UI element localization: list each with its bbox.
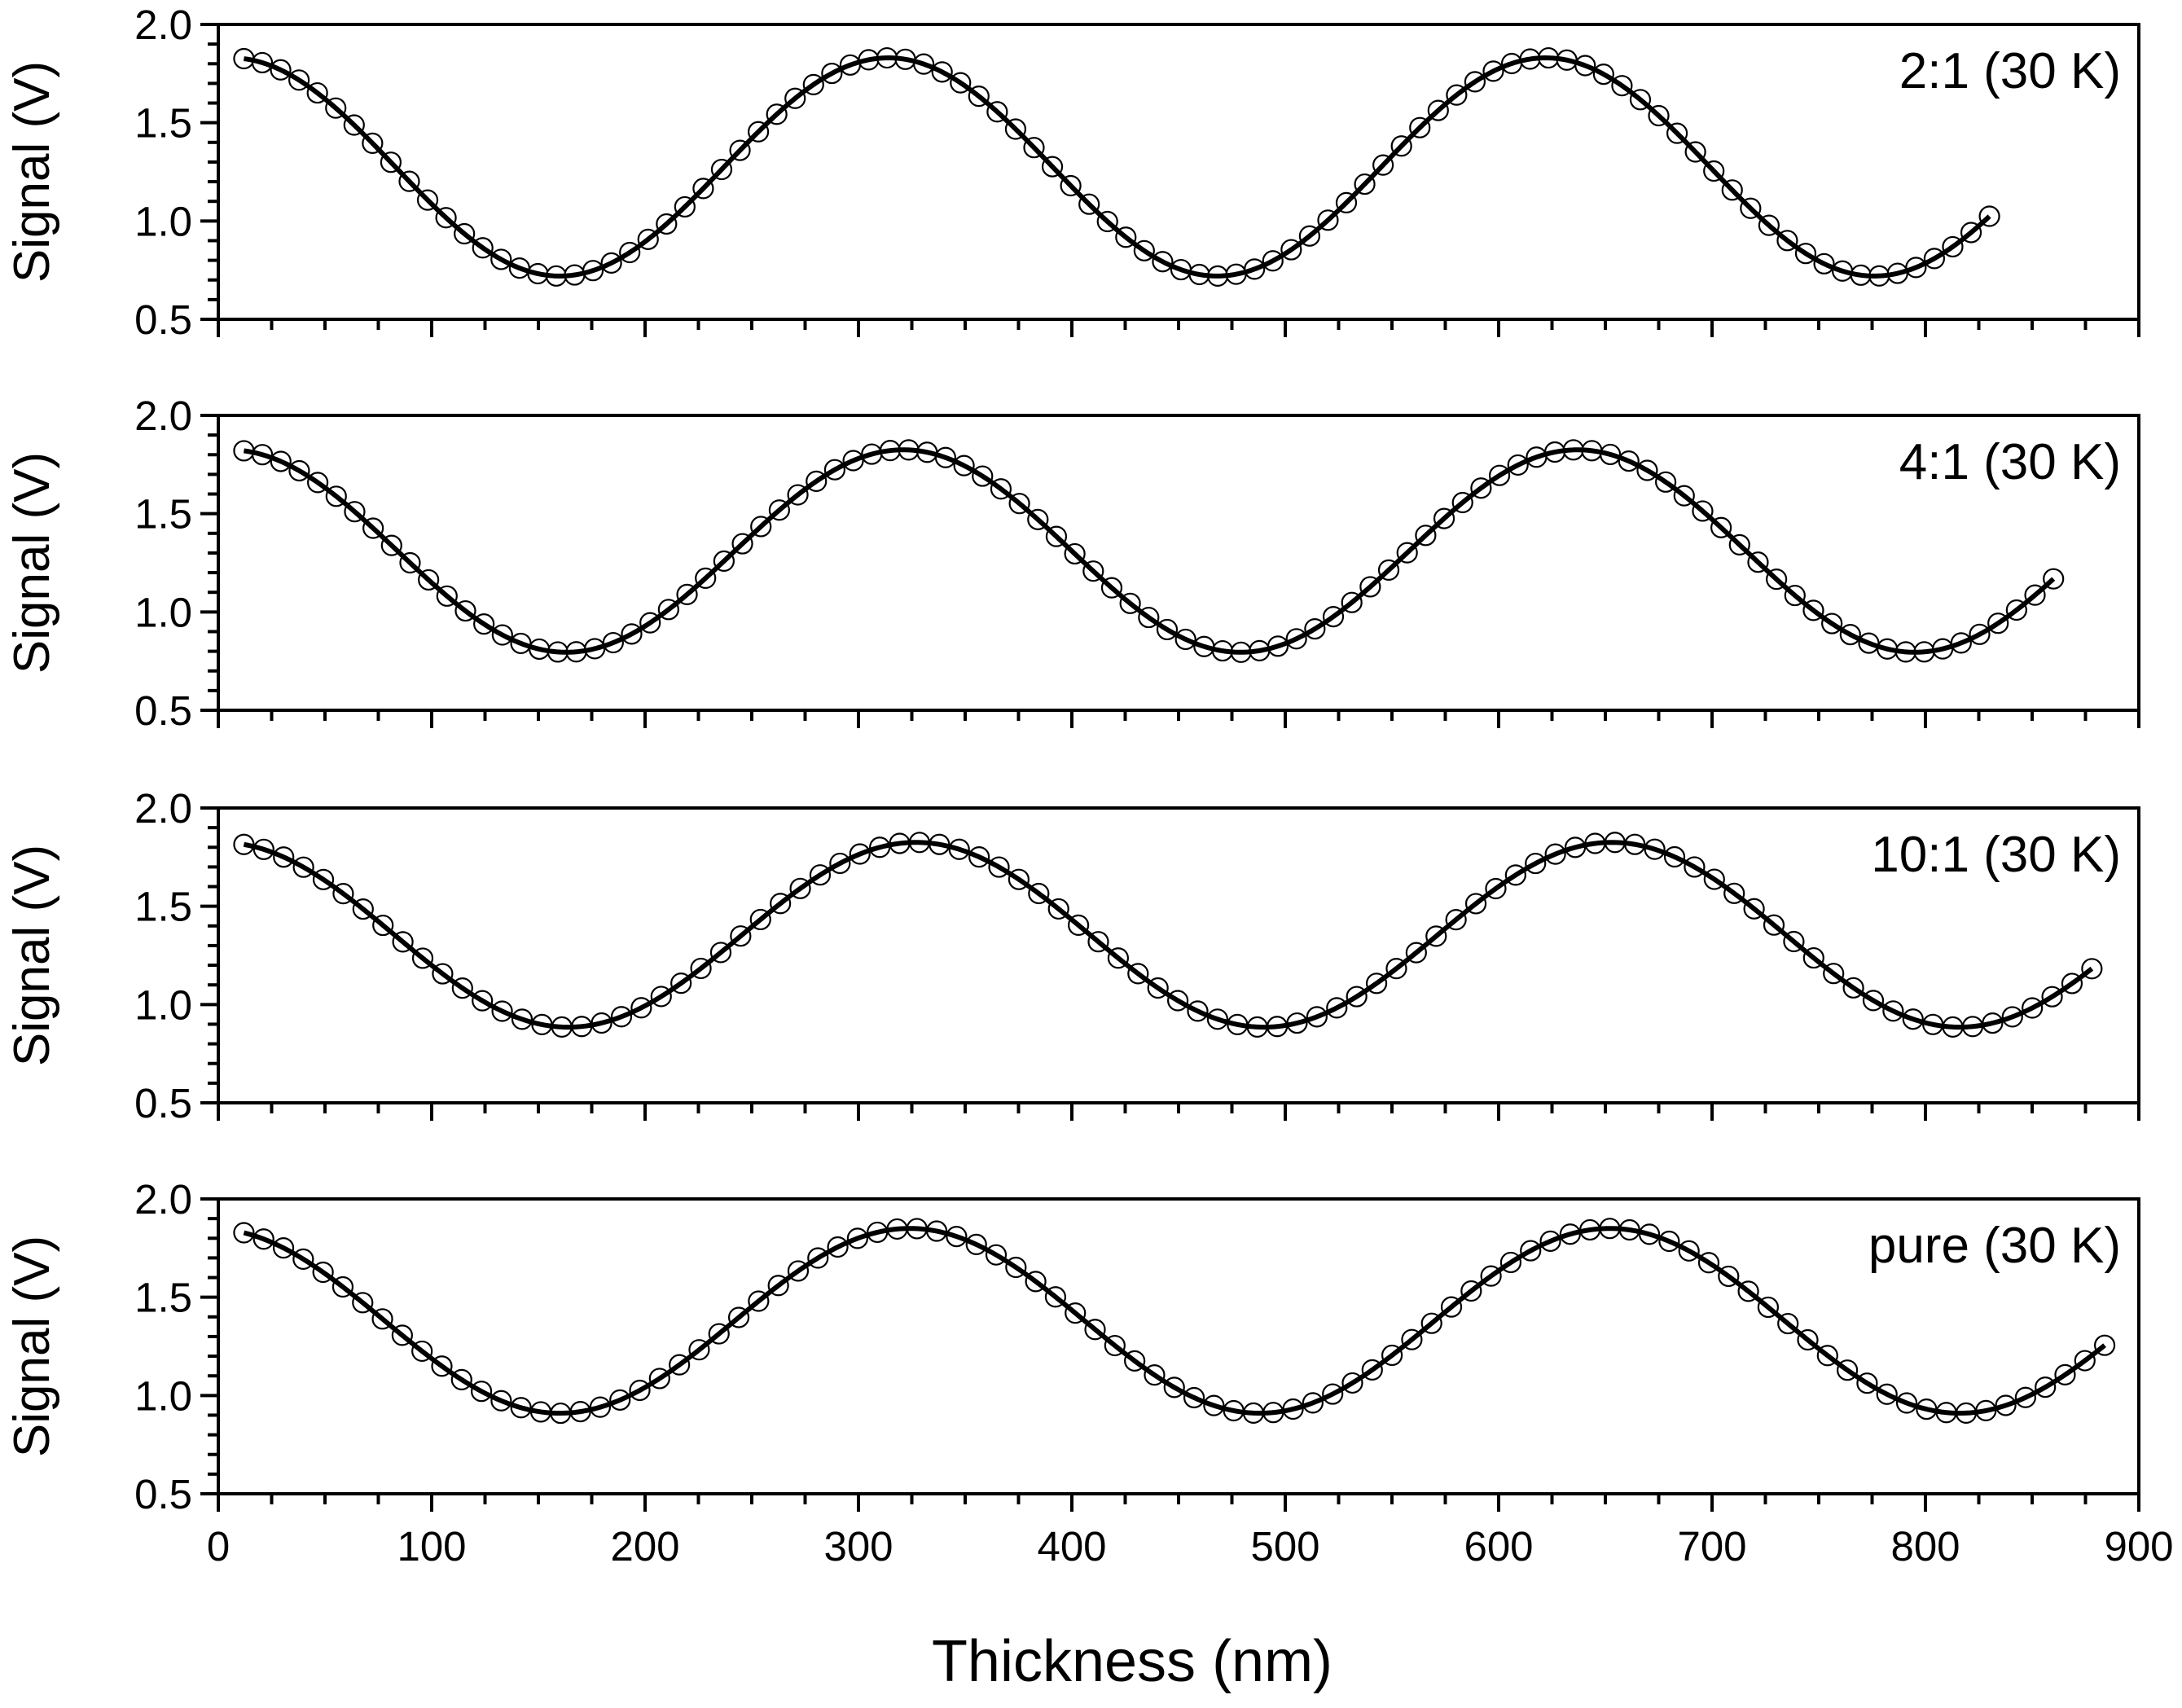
fit-line — [243, 55, 1991, 279]
x-tick-label: 500 — [1250, 1523, 1319, 1570]
data-points — [233, 1218, 2116, 1425]
y-tick-label: 0.5 — [134, 687, 192, 734]
y-tick-label: 2.0 — [134, 2, 192, 48]
plot-frame — [217, 806, 2140, 1104]
y-tick-label: 1.0 — [134, 198, 192, 244]
y-axis-label: Signal (V) — [4, 452, 60, 674]
panel-label: 2:1 (30 K) — [1899, 43, 2121, 99]
y-tick-label: 1.5 — [134, 100, 192, 147]
x-tick-label: 600 — [1464, 1523, 1533, 1570]
data-points — [233, 46, 2000, 287]
y-tick-label: 1.0 — [134, 981, 192, 1028]
fit-line — [243, 840, 2094, 1030]
y-tick-label: 0.5 — [134, 1471, 192, 1517]
y-tick-label: 1.5 — [134, 1275, 192, 1321]
panel-label: 10:1 (30 K) — [1871, 827, 2121, 883]
y-tick-label: 1.0 — [134, 589, 192, 635]
x-tick-label: 100 — [397, 1523, 466, 1570]
x-tick-labels: 0 100 200 300 400 500 600 700 800 900 — [207, 1523, 2174, 1570]
fit-line — [243, 1226, 2106, 1416]
y-tick-label: 2.0 — [134, 393, 192, 439]
panel-1: 0.5 1.0 1.5 2.0 Signal (V) 2:1 (30 K) — [4, 2, 2140, 343]
y-tick-label: 2.0 — [134, 1176, 192, 1223]
y-tick-label: 1.5 — [134, 491, 192, 538]
y-tick-label: 0.5 — [134, 1080, 192, 1126]
x-tick-label: 700 — [1677, 1523, 1746, 1570]
data-points — [233, 439, 2065, 663]
y-tick-label: 1.0 — [134, 1372, 192, 1419]
x-tick-label: 200 — [610, 1523, 679, 1570]
y-tick-label: 2.0 — [134, 785, 192, 832]
plot-frame — [217, 414, 2140, 712]
panel-label: pure (30 K) — [1868, 1218, 2121, 1274]
fit-line — [243, 447, 2056, 655]
x-tick-label: 0 — [207, 1523, 230, 1570]
y-axis-label: Signal (V) — [4, 61, 60, 283]
y-axis-label: Signal (V) — [4, 845, 60, 1066]
y-tick-label: 1.5 — [134, 884, 192, 930]
x-tick-label: 400 — [1037, 1523, 1106, 1570]
y-tick-label: 0.5 — [134, 296, 192, 343]
x-tick-label: 900 — [2104, 1523, 2173, 1570]
data-points — [233, 832, 2103, 1038]
x-axis-label: Thickness (nm) — [932, 1629, 1332, 1694]
panel-label: 4:1 (30 K) — [1899, 434, 2121, 490]
panel-4: 0.5 1.0 1.5 2.0 Signal (V) pure (30 K) — [4, 1176, 2140, 1517]
chart-panels: 0.5 1.0 1.5 2.0 Signal (V) 2:1 (30 K) 0.5 1.0 1.… — [4, 2, 2174, 1570]
y-axis-label: Signal (V) — [4, 1236, 60, 1457]
panel-2: 0.5 1.0 1.5 2.0 Signal (V) 4:1 (30 K) — [4, 393, 2140, 734]
x-tick-label: 300 — [823, 1523, 893, 1570]
x-tick-label: 800 — [1890, 1523, 1960, 1570]
panel-3: 0.5 1.0 1.5 2.0 Signal (V) 10:1 (30 K) — [4, 785, 2140, 1126]
plot-frame — [217, 1197, 2140, 1495]
